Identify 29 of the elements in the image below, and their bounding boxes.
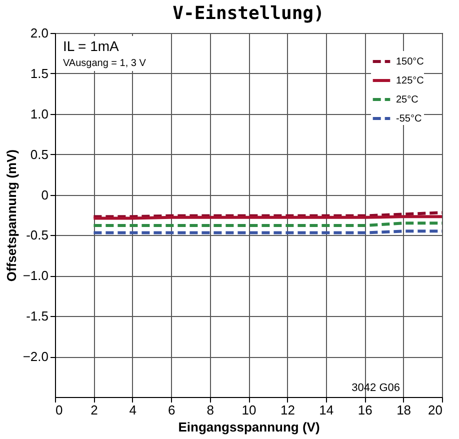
legend-label: -55°C: [396, 114, 422, 124]
y-tick-label: 2.0: [30, 26, 48, 40]
x-tick-label: 12: [280, 402, 295, 418]
x-tick-label: 6: [168, 402, 176, 418]
y-tick-label: −2.0: [22, 349, 48, 364]
legend-label: 150°C: [396, 56, 424, 68]
x-tick-label: 18: [396, 402, 412, 418]
y-tick-label: 1.0: [30, 106, 48, 122]
y-tick-label: 0: [41, 187, 48, 202]
y-axis-title: Offsetspannung (mV): [4, 149, 19, 282]
x-tick-label: 16: [358, 402, 372, 418]
legend-label: 125°C: [396, 76, 424, 86]
annotation: VAusgang = 1, 3 V: [63, 58, 146, 69]
y-tick-label: 1.5: [30, 66, 48, 81]
chart-title: V-Einstellung): [172, 3, 324, 24]
y-tick-label: −1.0: [22, 268, 48, 284]
y-tick-label: 0.5: [30, 146, 48, 162]
y-tick-label: -1.5: [26, 308, 48, 324]
x-tick-label: 10: [242, 402, 256, 418]
x-tick-label: 4: [129, 402, 137, 418]
x-axis-title: Eingangsspannung (V): [178, 420, 320, 434]
x-tick-label: 8: [206, 402, 214, 418]
x-tick-label: 2: [90, 402, 98, 418]
annotation: IL = 1mA: [63, 38, 120, 54]
y-tick-label: -0.5: [26, 228, 48, 243]
x-tick-label: 14: [319, 402, 334, 418]
legend-label: 25°C: [396, 94, 418, 106]
x-tick-label: 0: [56, 402, 63, 418]
x-tick-label: 20: [428, 402, 442, 418]
